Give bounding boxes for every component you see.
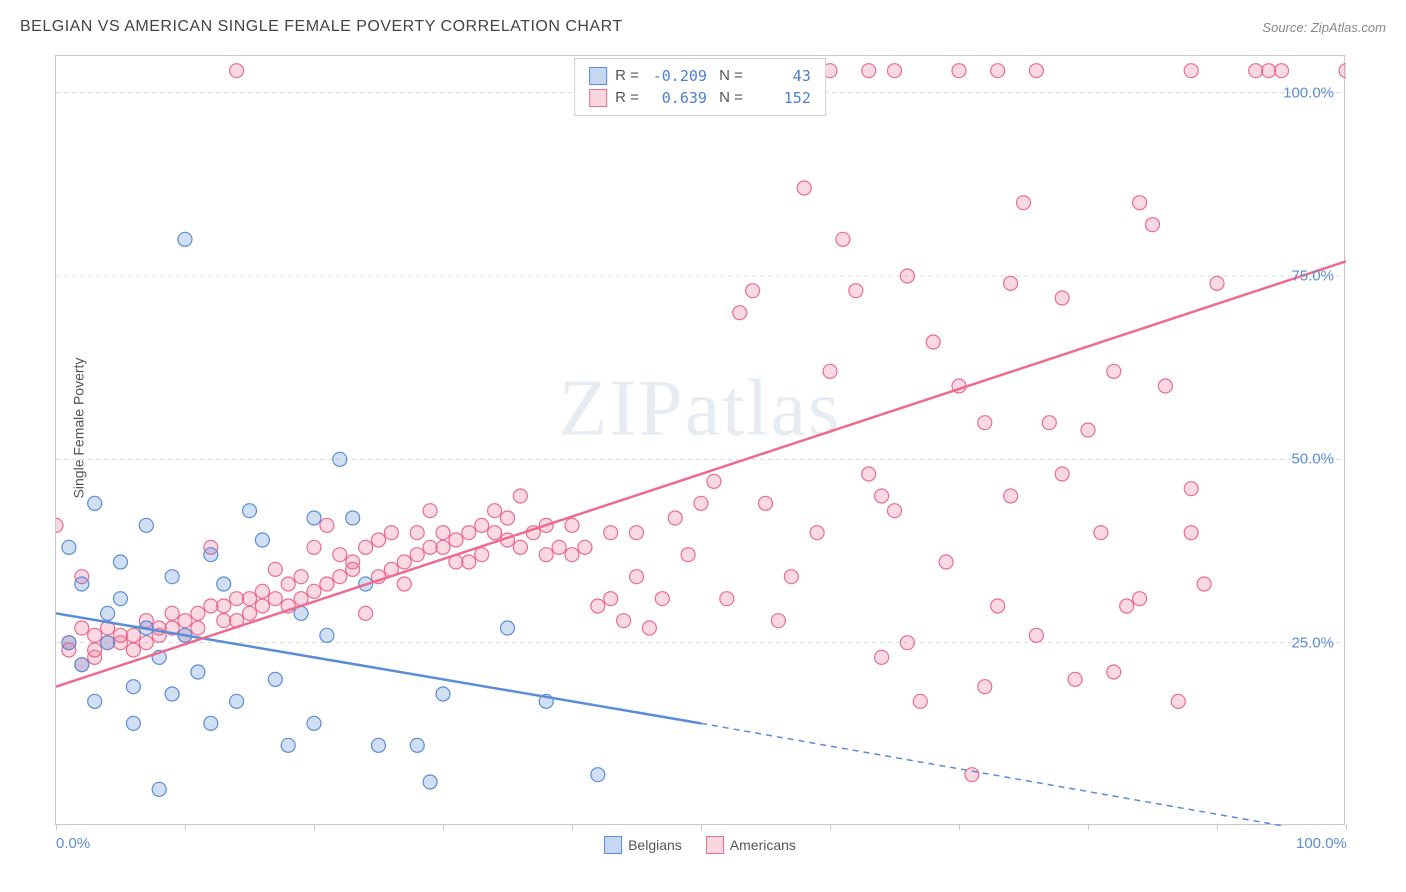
swatch-pink-icon — [589, 89, 607, 107]
legend-label-americans: Americans — [730, 837, 796, 853]
y-tick-label: 50.0% — [1291, 451, 1334, 468]
x-tick-mark — [1346, 824, 1347, 830]
correlation-legend: R = -0.209 N = 43 R = 0.639 N = 152 — [574, 58, 826, 116]
source-attribution: Source: ZipAtlas.com — [1262, 20, 1386, 35]
x-tick-mark — [314, 824, 315, 830]
x-tick-mark — [56, 824, 57, 830]
x-tick-label: 100.0% — [1296, 835, 1347, 852]
x-tick-mark — [959, 824, 960, 830]
legend-row-belgians: R = -0.209 N = 43 — [589, 65, 811, 87]
x-tick-mark — [1217, 824, 1218, 830]
swatch-blue-icon — [589, 67, 607, 85]
x-tick-label: 0.0% — [56, 835, 90, 852]
swatch-pink-icon — [706, 836, 724, 854]
y-tick-label: 25.0% — [1291, 634, 1334, 651]
swatch-blue-icon — [604, 836, 622, 854]
legend-label-belgians: Belgians — [628, 837, 682, 853]
belgians-r-value: -0.209 — [647, 65, 707, 87]
chart-title: BELGIAN VS AMERICAN SINGLE FEMALE POVERT… — [20, 18, 623, 36]
legend-row-americans: R = 0.639 N = 152 — [589, 87, 811, 109]
x-tick-mark — [1088, 824, 1089, 830]
x-tick-mark — [185, 824, 186, 830]
scatter-plot: ZIPatlas R = -0.209 N = 43 R = 0.639 N =… — [55, 55, 1345, 825]
americans-r-value: 0.639 — [647, 87, 707, 109]
y-tick-label: 75.0% — [1291, 268, 1334, 285]
chart-svg — [56, 56, 1346, 826]
n-label: N = — [715, 87, 743, 109]
legend-item-belgians: Belgians — [604, 836, 682, 854]
x-tick-mark — [830, 824, 831, 830]
n-label: N = — [715, 65, 743, 87]
legend-item-americans: Americans — [706, 836, 796, 854]
x-tick-mark — [443, 824, 444, 830]
source-name: ZipAtlas.com — [1311, 20, 1386, 35]
r-label: R = — [615, 87, 639, 109]
source-label: Source: — [1262, 20, 1307, 35]
americans-n-value: 152 — [751, 87, 811, 109]
x-tick-mark — [701, 824, 702, 830]
belgians-n-value: 43 — [751, 65, 811, 87]
y-tick-label: 100.0% — [1283, 84, 1334, 101]
series-legend: Belgians Americans — [604, 836, 796, 854]
x-tick-mark — [572, 824, 573, 830]
r-label: R = — [615, 65, 639, 87]
